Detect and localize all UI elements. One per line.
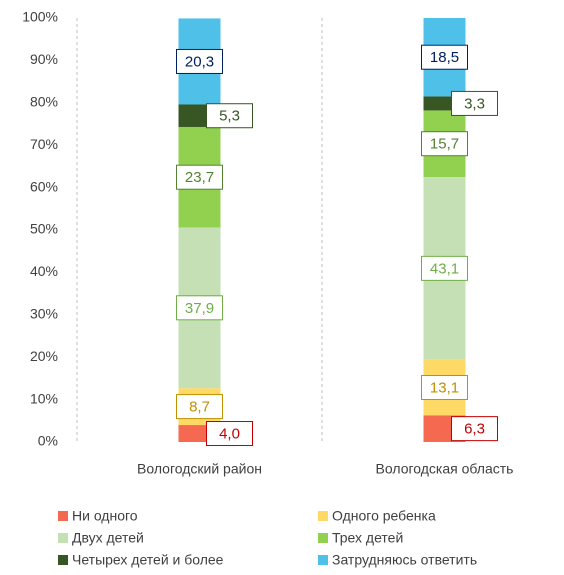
value-label: 37,9 [185, 300, 214, 317]
legend-swatch [58, 555, 68, 565]
legend-label: Трех детей [332, 530, 403, 546]
x-tick-label: Вологодская область [376, 461, 514, 477]
legend-label: Двух детей [72, 530, 144, 546]
legend-label: Одного ребенка [332, 508, 436, 524]
legend-swatch [318, 533, 328, 543]
value-label-box [176, 48, 223, 74]
legend-swatch [58, 533, 68, 543]
y-tick-label: 60% [30, 178, 58, 194]
value-label-box [421, 375, 468, 401]
y-tick-label: 90% [30, 51, 58, 67]
x-tick-label: Вологодский район [137, 461, 262, 477]
y-tick-label: 10% [30, 390, 58, 406]
value-label-box [451, 416, 498, 442]
value-label-box [451, 90, 498, 116]
legend-label: Четырех детей и более [72, 552, 224, 568]
y-tick-label: 70% [30, 136, 58, 152]
value-label: 20,3 [185, 53, 214, 70]
value-label: 8,7 [189, 399, 210, 416]
value-label-box [176, 164, 223, 190]
y-tick-label: 20% [30, 348, 58, 364]
value-label-box [176, 394, 223, 420]
value-label: 3,3 [464, 95, 485, 112]
value-label: 6,3 [464, 421, 485, 438]
legend-swatch [318, 555, 328, 565]
legend-label: Ни одного [72, 508, 138, 524]
value-label: 43,1 [430, 260, 459, 277]
y-tick-label: 40% [30, 263, 58, 279]
value-label: 18,5 [430, 49, 459, 66]
legend-swatch [58, 511, 68, 521]
value-label: 4,0 [219, 425, 240, 442]
value-label-box [421, 131, 468, 157]
legend-swatch [318, 511, 328, 521]
value-label: 5,3 [219, 108, 240, 125]
value-label-box [421, 255, 468, 281]
value-label-box [206, 421, 253, 447]
value-label-box [206, 103, 253, 129]
value-label-box [421, 44, 468, 70]
y-tick-label: 80% [30, 94, 58, 110]
value-label: 23,7 [185, 169, 214, 186]
value-label: 13,1 [430, 379, 459, 396]
y-tick-label: 100% [22, 9, 58, 25]
y-tick-label: 0% [38, 433, 58, 449]
value-label: 15,7 [430, 136, 459, 153]
y-tick-label: 30% [30, 306, 58, 322]
y-tick-label: 50% [30, 221, 58, 237]
legend-label: Затрудняюсь ответить [332, 552, 477, 568]
value-label-box [176, 295, 223, 321]
